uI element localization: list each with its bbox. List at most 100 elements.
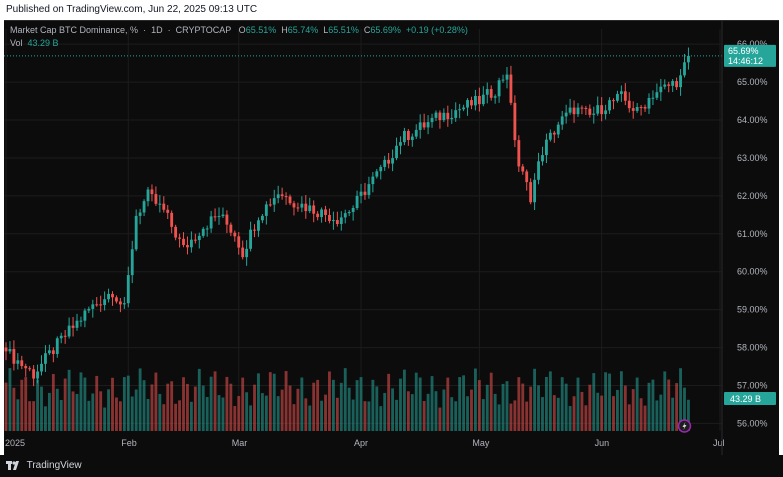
volume-bar	[596, 392, 600, 431]
volume-bar	[225, 376, 229, 431]
volume-bar	[47, 392, 51, 431]
volume-bar	[647, 382, 651, 431]
candle-body	[268, 204, 272, 206]
volume-bar	[36, 379, 39, 431]
volume-bar	[537, 385, 540, 431]
candle-body	[548, 132, 552, 140]
volume-bar	[533, 368, 537, 431]
candle-body	[59, 335, 63, 339]
candle-body	[659, 86, 663, 93]
volume-bar	[564, 383, 568, 431]
candle-body	[107, 293, 110, 300]
candle-body	[201, 228, 205, 236]
volume-bar	[462, 375, 466, 431]
x-tick-label: May	[472, 438, 490, 448]
price-chart[interactable]: 66.00% 65.00% 64.00% 63.00% 62.00% 61.00% 60.0…	[4, 21, 779, 456]
legend-ohlc-row: Market Cap BTC Dominance, % · 1D · CRYPT…	[10, 24, 468, 37]
candle-body	[71, 325, 75, 328]
candle-body	[509, 74, 513, 103]
candle-body	[533, 179, 537, 203]
open-value: 65.51%	[245, 25, 277, 35]
volume-bar	[138, 368, 142, 431]
candle-body	[170, 212, 174, 227]
candle-body	[541, 155, 544, 162]
candle-body	[643, 107, 647, 109]
candle-body	[627, 100, 631, 109]
candle-body	[154, 194, 158, 204]
volume-bar	[312, 382, 316, 431]
volume-bar	[580, 391, 584, 431]
candle-body	[28, 368, 32, 370]
volume-bar	[296, 388, 300, 431]
volume-bar	[600, 395, 604, 431]
volume-bar	[635, 377, 639, 431]
volume-bar	[99, 391, 103, 431]
volume-bar	[122, 377, 126, 431]
volume-bar	[552, 395, 556, 431]
volume-bar	[241, 377, 245, 431]
candle-body	[55, 338, 59, 354]
volume-bar	[545, 376, 548, 431]
volume-bar	[410, 394, 414, 431]
volume-bar	[134, 389, 138, 431]
x-tick-label: Jun	[595, 438, 610, 448]
volume-bar	[450, 397, 454, 431]
candle-body	[529, 182, 533, 203]
candle-body	[383, 159, 387, 167]
candle-body	[47, 350, 51, 354]
volume-bar	[422, 400, 426, 431]
volume-bar	[383, 392, 387, 431]
candle-body	[36, 371, 39, 379]
chart-area[interactable]: 66.00% 65.00% 64.00% 63.00% 62.00% 61.00% 60.0…	[4, 20, 779, 456]
volume-bar	[44, 406, 47, 431]
candle-body	[647, 98, 651, 109]
volume-bar	[406, 391, 410, 431]
candle-body	[115, 297, 118, 302]
candle-body	[683, 62, 686, 76]
candle-body	[351, 207, 355, 212]
volume-bar	[639, 398, 643, 431]
countdown-value: 14:46:12	[728, 56, 763, 66]
candle-body	[584, 108, 588, 110]
candle-body	[363, 191, 367, 195]
volume-bar	[324, 394, 327, 431]
candle-body	[308, 205, 312, 212]
volume-bar	[32, 401, 36, 431]
candle-body	[272, 198, 276, 205]
volume-bar	[189, 401, 193, 431]
volume-bar	[438, 407, 442, 431]
volume-bar	[548, 371, 552, 431]
candle-body	[391, 158, 395, 164]
candle-body	[434, 112, 438, 118]
volume-bar	[387, 373, 391, 431]
volume-bar	[63, 378, 67, 431]
volume-bar	[87, 400, 91, 431]
candle-body	[142, 201, 146, 213]
candle-body	[430, 117, 434, 123]
volume-bar	[12, 387, 16, 431]
candle-body	[253, 229, 256, 231]
low-label: L	[323, 25, 329, 35]
volume-bar	[209, 376, 213, 431]
volume-bar	[679, 368, 682, 431]
y-tick-label: 63.00%	[737, 153, 768, 163]
candle-body	[111, 293, 114, 298]
volume-bar	[245, 392, 249, 431]
candle-body	[174, 226, 178, 238]
volume-bar	[627, 404, 631, 431]
volume-bar	[213, 371, 217, 431]
last-price-badge	[724, 44, 776, 67]
volume-bar	[229, 383, 233, 431]
candle-body	[79, 320, 83, 322]
candle-body	[477, 96, 481, 105]
candle-body	[485, 89, 489, 95]
candle-body	[331, 220, 335, 222]
volume-bar	[474, 368, 477, 431]
volume-bar	[150, 384, 154, 431]
candle-body	[99, 304, 103, 306]
lightning-icon[interactable]	[677, 419, 692, 433]
volume-bar	[497, 404, 501, 431]
candle-body	[414, 129, 418, 137]
volume-bar	[308, 405, 312, 431]
volume-bar	[430, 376, 434, 431]
